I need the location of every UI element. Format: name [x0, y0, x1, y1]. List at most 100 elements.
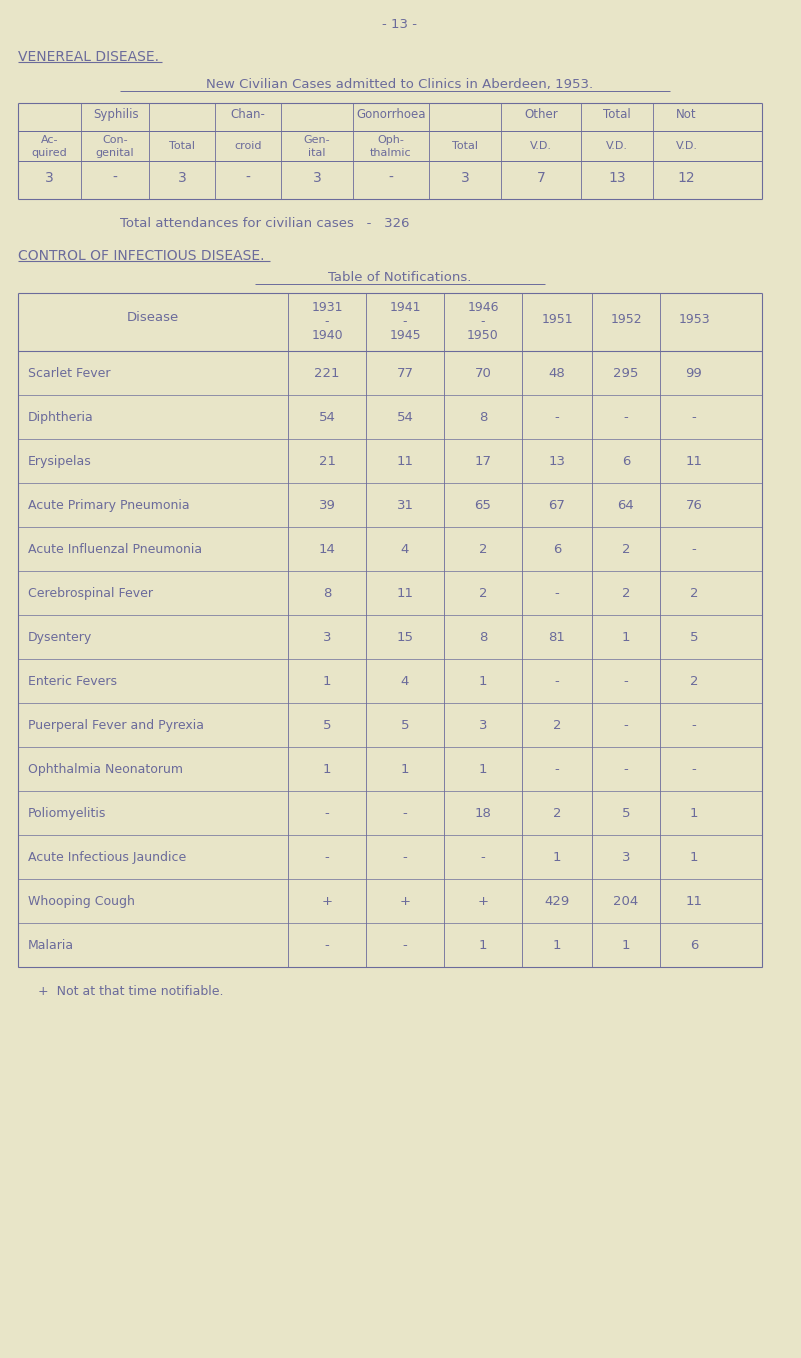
Text: V.D.: V.D. — [675, 141, 698, 151]
Text: 1941: 1941 — [389, 301, 421, 314]
Text: 2: 2 — [690, 675, 698, 689]
Text: 1945: 1945 — [389, 329, 421, 342]
Text: -: - — [624, 411, 628, 424]
Text: V.D.: V.D. — [530, 141, 552, 151]
Text: Con-: Con- — [103, 134, 128, 145]
Text: +: + — [321, 895, 332, 909]
Text: 1: 1 — [479, 938, 487, 952]
Text: 1: 1 — [323, 675, 332, 689]
Text: genital: genital — [95, 148, 135, 158]
Text: 1952: 1952 — [610, 312, 642, 326]
Text: 3: 3 — [45, 171, 54, 185]
Text: -: - — [624, 718, 628, 732]
Text: 5: 5 — [323, 718, 332, 732]
Text: 11: 11 — [396, 587, 413, 600]
Text: - 13 -: - 13 - — [383, 18, 417, 31]
Text: 81: 81 — [549, 631, 566, 644]
Text: -: - — [481, 851, 485, 864]
Text: 295: 295 — [614, 367, 638, 380]
Text: 1: 1 — [323, 763, 332, 775]
Text: +: + — [477, 895, 489, 909]
Text: 5: 5 — [622, 807, 630, 820]
Text: 21: 21 — [319, 455, 336, 469]
Text: 1: 1 — [400, 763, 409, 775]
Text: 12: 12 — [678, 171, 695, 185]
Text: 1: 1 — [479, 763, 487, 775]
Text: Dysentery: Dysentery — [28, 631, 92, 644]
Text: ital: ital — [308, 148, 326, 158]
Text: 67: 67 — [549, 498, 566, 512]
Text: Ophthalmia Neonatorum: Ophthalmia Neonatorum — [28, 763, 183, 775]
Text: 70: 70 — [474, 367, 492, 380]
Text: Total attendances for civilian cases   -   326: Total attendances for civilian cases - 3… — [120, 217, 409, 230]
Text: 2: 2 — [553, 718, 562, 732]
Text: -: - — [403, 807, 408, 820]
Text: Diphtheria: Diphtheria — [28, 411, 94, 424]
Text: Acute Primary Pneumonia: Acute Primary Pneumonia — [28, 498, 190, 512]
Text: 76: 76 — [686, 498, 702, 512]
Text: -: - — [554, 763, 559, 775]
Text: Chan-: Chan- — [231, 109, 265, 121]
Text: 77: 77 — [396, 367, 413, 380]
Text: V.D.: V.D. — [606, 141, 628, 151]
Text: Gonorrhoea: Gonorrhoea — [356, 109, 426, 121]
Text: Not: Not — [676, 109, 697, 121]
Text: quired: quired — [31, 148, 67, 158]
Text: 3: 3 — [461, 171, 469, 185]
Text: -: - — [691, 411, 696, 424]
Text: 64: 64 — [618, 498, 634, 512]
Text: 11: 11 — [686, 895, 702, 909]
Text: -: - — [624, 675, 628, 689]
Text: -: - — [691, 543, 696, 555]
Text: 1: 1 — [622, 938, 630, 952]
Text: 1946: 1946 — [467, 301, 499, 314]
Text: Cerebrospinal Fever: Cerebrospinal Fever — [28, 587, 153, 600]
Text: -: - — [388, 171, 393, 185]
Text: 31: 31 — [396, 498, 413, 512]
Text: 4: 4 — [400, 675, 409, 689]
Text: 3: 3 — [312, 171, 321, 185]
Text: 1: 1 — [622, 631, 630, 644]
Text: Disease: Disease — [127, 311, 179, 325]
Text: -: - — [554, 675, 559, 689]
Text: 48: 48 — [549, 367, 566, 380]
Text: 8: 8 — [479, 411, 487, 424]
Text: -: - — [403, 938, 408, 952]
Text: 8: 8 — [479, 631, 487, 644]
Text: 429: 429 — [545, 895, 570, 909]
Text: 1940: 1940 — [311, 329, 343, 342]
Text: -: - — [691, 718, 696, 732]
Text: 54: 54 — [396, 411, 413, 424]
Text: +  Not at that time notifiable.: + Not at that time notifiable. — [38, 985, 223, 998]
Text: -: - — [481, 315, 485, 329]
Text: 3: 3 — [323, 631, 332, 644]
Text: -: - — [113, 171, 118, 185]
Text: Total: Total — [452, 141, 478, 151]
Text: 2: 2 — [553, 807, 562, 820]
Text: Acute Influenzal Pneumonia: Acute Influenzal Pneumonia — [28, 543, 202, 555]
Text: 14: 14 — [319, 543, 336, 555]
Text: 204: 204 — [614, 895, 638, 909]
Text: 39: 39 — [319, 498, 336, 512]
Text: 13: 13 — [608, 171, 626, 185]
Text: Enteric Fevers: Enteric Fevers — [28, 675, 117, 689]
Text: +: + — [400, 895, 410, 909]
Text: 1: 1 — [690, 851, 698, 864]
Text: Syphilis: Syphilis — [94, 109, 139, 121]
Text: 6: 6 — [690, 938, 698, 952]
Text: -: - — [554, 587, 559, 600]
Text: -: - — [324, 315, 329, 329]
Text: 18: 18 — [474, 807, 492, 820]
Text: Other: Other — [524, 109, 557, 121]
Text: -: - — [324, 851, 329, 864]
Text: Whooping Cough: Whooping Cough — [28, 895, 135, 909]
Text: 7: 7 — [537, 171, 545, 185]
Text: 2: 2 — [479, 587, 487, 600]
Text: 2: 2 — [479, 543, 487, 555]
Text: Malaria: Malaria — [28, 938, 74, 952]
Text: -: - — [691, 763, 696, 775]
Text: -: - — [624, 763, 628, 775]
Text: 3: 3 — [479, 718, 487, 732]
Text: 221: 221 — [314, 367, 340, 380]
Text: 65: 65 — [474, 498, 492, 512]
